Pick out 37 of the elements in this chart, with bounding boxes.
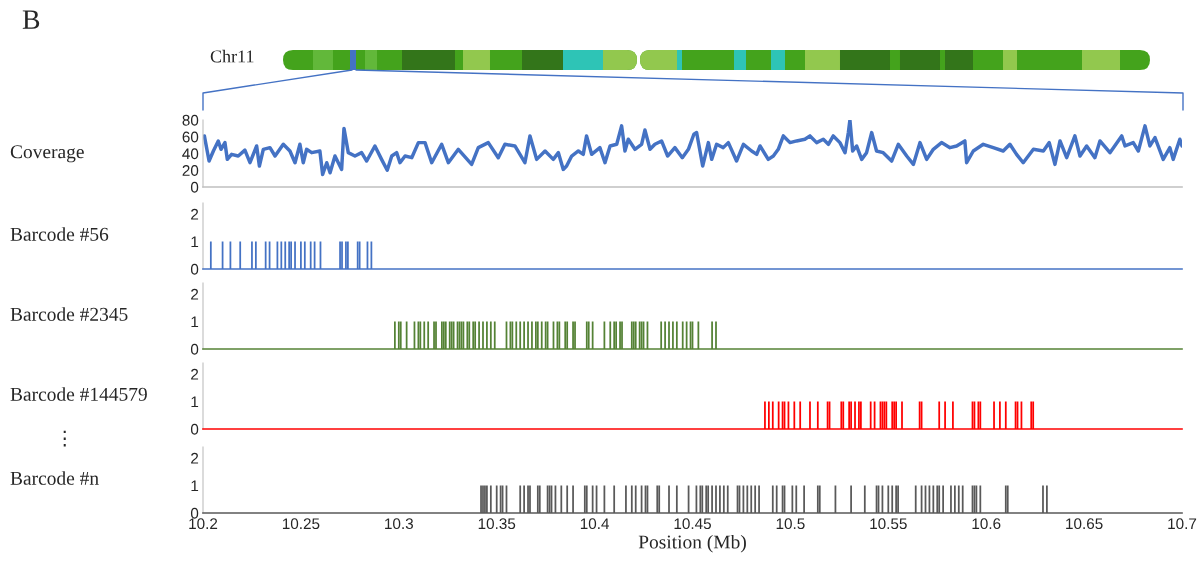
x-tick-label: 10.3 [385, 518, 413, 530]
x-tick-label: 10.7 [1168, 518, 1197, 530]
y-tick-label: 1 [191, 236, 199, 248]
text: Chr11 [210, 49, 254, 63]
y-axis-title: Barcode #144579 [10, 387, 147, 401]
text: B [22, 10, 40, 29]
y-tick-label: 0 [190, 181, 199, 193]
y-tick-label: 0 [190, 343, 199, 355]
y-tick-label: 80 [182, 114, 199, 126]
y-axis-title: Barcode #n [10, 471, 99, 485]
y-tick-label: 2 [191, 208, 199, 220]
x-axis-title: Position (Mb) [638, 534, 746, 553]
y-tick-label: 40 [182, 148, 199, 160]
y-tick-label: 2 [191, 452, 199, 464]
y-tick-label: 20 [182, 165, 199, 176]
y-tick-label: 1 [191, 396, 199, 408]
y-tick-label: 0 [190, 423, 199, 435]
y-tick-label: 0 [190, 263, 199, 275]
y-axis-title: Coverage [10, 145, 84, 163]
y-tick-label: 1 [191, 480, 199, 492]
x-tick-label: 10.45 [674, 518, 711, 530]
y-axis-title: Barcode #2345 [10, 307, 128, 321]
y-tick-label: 2 [191, 288, 199, 300]
x-tick-label: 10.4 [580, 518, 610, 530]
x-tick-label: 10.2 [189, 518, 218, 530]
text: ⋮ [63, 430, 66, 447]
x-tick-label: 10.35 [478, 518, 516, 530]
y-tick-label: 0 [190, 507, 199, 519]
x-tick-label: 10.6 [972, 518, 1001, 530]
y-tick-label: 2 [191, 368, 199, 380]
x-tick-label: 10.65 [1066, 518, 1103, 530]
x-tick-label: 10.25 [282, 518, 320, 530]
y-axis-title: Barcode #56 [10, 227, 109, 241]
x-tick-label: 10.55 [870, 518, 907, 530]
x-tick-label: 10.5 [776, 518, 805, 530]
y-tick-label: 60 [182, 131, 199, 143]
y-tick-label: 1 [191, 316, 199, 328]
